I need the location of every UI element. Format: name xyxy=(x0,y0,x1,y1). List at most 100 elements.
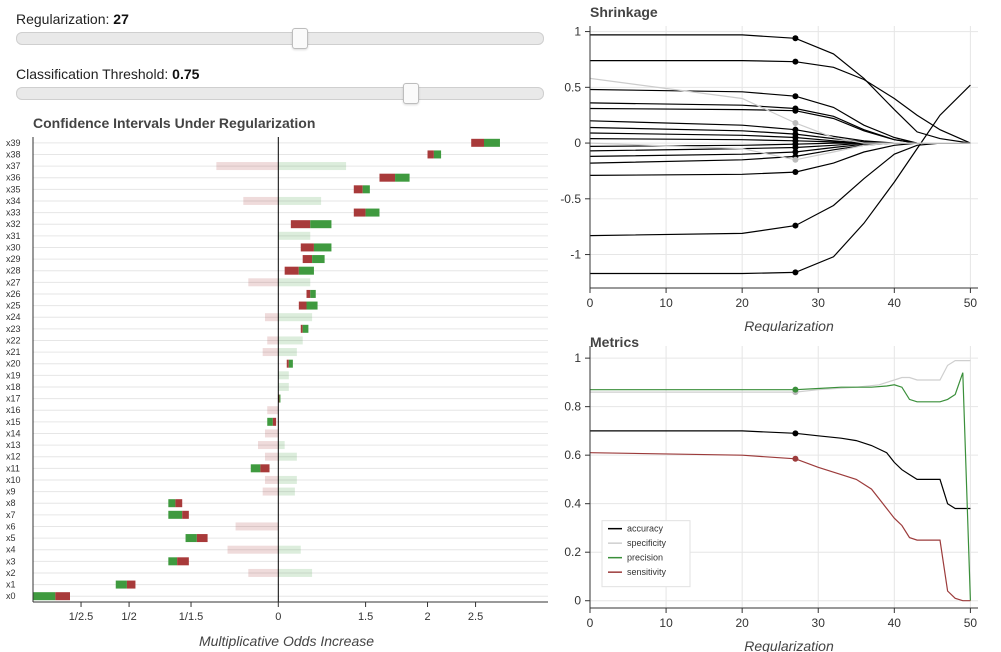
ci-y-tick-label: x10 xyxy=(6,475,21,485)
ci-y-tick-label: x11 xyxy=(6,463,20,473)
ci-bar-lower xyxy=(471,138,485,147)
ci-y-tick-label: x9 xyxy=(6,487,16,497)
shrinkage-marker-point xyxy=(792,58,799,65)
ci-y-tick-label: x22 xyxy=(6,335,21,345)
ci-y-tick-label: x5 xyxy=(6,533,16,543)
ci-y-tick-label: x6 xyxy=(6,521,16,531)
ci-y-tick-label: x15 xyxy=(6,417,21,427)
shrinkage-series-line-4 xyxy=(589,107,971,144)
ci-bar-upper xyxy=(278,231,311,240)
ci-bar-upper xyxy=(278,348,297,357)
ci-y-tick-label: x29 xyxy=(6,254,21,264)
shrinkage-marker-point xyxy=(792,119,799,126)
ci-bar-lower xyxy=(216,162,279,171)
ci-bar-lower xyxy=(250,464,261,473)
ci-y-tick-label: x24 xyxy=(6,312,21,322)
ci-x-axis-label: Multiplicative Odds Increase xyxy=(199,633,374,649)
shrinkage-marker-point xyxy=(792,35,799,42)
ci-bar-upper xyxy=(395,173,410,182)
ci-y-tick-label: x8 xyxy=(6,498,16,508)
shrinkage-y-tick-label: -0.5 xyxy=(560,192,581,206)
ci-y-tick-label: x3 xyxy=(6,556,16,566)
ci-bar-lower xyxy=(302,255,313,264)
ci-bar-upper xyxy=(298,266,314,275)
metrics-legend-label: precision xyxy=(627,553,663,563)
ci-bar-lower xyxy=(264,452,279,461)
ci-y-tick-label: x17 xyxy=(6,394,21,404)
regularization-label-text: Regularization: xyxy=(16,11,110,27)
metrics-legend-label: sensitivity xyxy=(627,567,667,577)
metrics-series-line-1 xyxy=(590,360,971,393)
metrics-marker-point xyxy=(792,386,799,393)
ci-bar-upper xyxy=(484,138,500,147)
ci-bar-upper xyxy=(306,301,318,310)
ci-y-tick-label: x34 xyxy=(6,196,21,206)
ci-bar-lower xyxy=(267,417,273,426)
ci-y-tick-label: x4 xyxy=(6,545,16,555)
ci-bar-lower xyxy=(379,173,396,182)
ci-bar-lower xyxy=(300,243,314,252)
ci-bar-upper xyxy=(365,208,380,217)
metrics-x-tick-label: 20 xyxy=(735,616,749,630)
ci-y-tick-label: x38 xyxy=(6,149,21,159)
ci-y-tick-label: x25 xyxy=(6,301,21,311)
ci-y-tick-label: x35 xyxy=(6,184,21,194)
ci-bar-lower xyxy=(243,196,279,205)
shrinkage-marker-point xyxy=(792,169,799,176)
threshold-label: Classification Threshold: 0.75 xyxy=(16,66,199,82)
ci-bar-lower xyxy=(298,301,307,310)
ci-y-tick-label: x12 xyxy=(6,452,21,462)
ci-x-tick-label: 2.5 xyxy=(468,611,483,623)
shrinkage-series-line-17 xyxy=(589,142,971,161)
ci-bar-upper xyxy=(177,557,189,566)
ci-bar-upper xyxy=(278,278,311,287)
shrinkage-chart: 0 10 20 30 40 50 1 0.5 0 -0.5 -1 Regularization xyxy=(560,25,978,332)
ci-y-tick-label: x32 xyxy=(6,219,21,229)
ci-y-tick-label: x37 xyxy=(6,161,21,171)
shrinkage-y-tick-label: -1 xyxy=(570,248,581,262)
ci-bar-lower xyxy=(427,150,434,159)
ci-bar-upper xyxy=(272,417,277,426)
ci-y-tick-label: x39 xyxy=(6,138,21,148)
metrics-x-axis-label: Regularization xyxy=(744,638,834,652)
shrinkage-series-line-15 xyxy=(590,84,971,275)
ci-y-tick-label: x13 xyxy=(6,440,21,450)
ci-bar-lower xyxy=(278,394,280,403)
threshold-slider-handle[interactable] xyxy=(402,83,419,104)
shrinkage-marker-point xyxy=(792,148,799,155)
ci-bar-upper xyxy=(260,464,270,473)
ci-bar-lower xyxy=(284,266,299,275)
ci-bar-lower xyxy=(264,475,279,484)
ci-y-tick-label: x36 xyxy=(6,173,21,183)
metrics-legend-box xyxy=(601,520,691,588)
shrinkage-marker-point xyxy=(792,93,799,100)
regularization-slider-handle[interactable] xyxy=(292,28,309,49)
ci-y-tick-label: x16 xyxy=(6,405,21,415)
ci-bar-upper xyxy=(279,394,281,403)
threshold-slider[interactable] xyxy=(16,87,544,100)
ci-y-tick-label: x26 xyxy=(6,289,21,299)
ci-bar-upper xyxy=(55,592,70,601)
ci-bar-lower xyxy=(306,289,311,298)
ci-bar-lower xyxy=(300,324,303,333)
ci-y-tick-label: x30 xyxy=(6,242,21,252)
ci-bar-upper xyxy=(278,452,297,461)
ci-bar-upper xyxy=(278,162,347,171)
ci-bar-lower xyxy=(353,208,366,217)
threshold-value: 0.75 xyxy=(172,66,200,82)
ci-bar-upper xyxy=(433,150,442,159)
shrinkage-y-tick-label: 1 xyxy=(574,25,581,39)
ci-bar-lower xyxy=(248,278,279,287)
ci-bar-lower xyxy=(353,185,363,194)
ci-x-tick-label: 1/2.5 xyxy=(69,611,93,623)
metrics-y-tick-label: 0.8 xyxy=(564,400,581,414)
metrics-chart: 0 10 20 30 40 50 1 0.8 0.6 0.4 0.2 0 Regularization a… xyxy=(564,346,978,652)
metrics-legend-label: accuracy xyxy=(627,524,664,534)
shrinkage-x-tick-label: 30 xyxy=(812,296,826,310)
ci-y-tick-label: x14 xyxy=(6,428,21,438)
ci-x-tick-label: 1.5 xyxy=(358,611,373,623)
ci-bar-upper xyxy=(278,371,289,380)
regularization-slider[interactable] xyxy=(16,32,544,45)
metrics-series-line-0 xyxy=(590,430,971,510)
